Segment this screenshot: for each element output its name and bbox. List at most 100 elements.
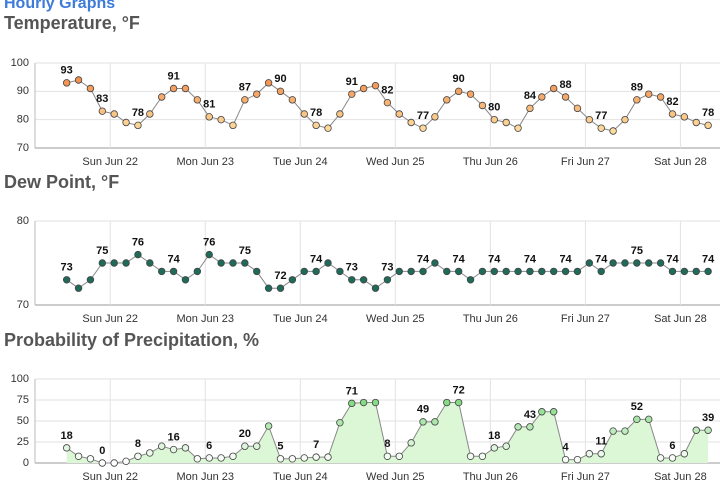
point	[217, 115, 225, 124]
point	[561, 455, 570, 464]
value-label: 11	[595, 436, 607, 448]
point	[597, 124, 605, 132]
point	[122, 259, 130, 267]
point	[454, 267, 463, 276]
point	[395, 452, 403, 460]
point	[597, 450, 605, 458]
point	[443, 96, 451, 104]
value-label: 72	[274, 270, 286, 282]
point	[573, 267, 582, 276]
x-tick-label: Thu Jun 26	[463, 471, 518, 480]
point	[668, 267, 677, 276]
point	[692, 426, 700, 434]
point	[62, 444, 71, 452]
chart-title: Dew Point, °F	[4, 172, 119, 192]
x-tick-label: Tue Jun 24	[273, 156, 328, 168]
point	[609, 127, 617, 135]
point	[656, 454, 665, 462]
point	[656, 259, 665, 267]
value-label: 4	[563, 442, 570, 454]
point	[86, 276, 95, 284]
point	[146, 449, 154, 457]
point	[371, 284, 380, 292]
point	[633, 259, 641, 267]
point	[300, 267, 308, 276]
point	[110, 110, 118, 118]
point	[597, 267, 605, 276]
point	[538, 267, 546, 276]
point	[324, 453, 332, 461]
point	[526, 104, 534, 113]
point	[217, 259, 225, 267]
y-tick-label: 25	[17, 436, 29, 448]
value-label: 71	[346, 385, 358, 397]
point	[359, 276, 368, 284]
point	[573, 455, 582, 464]
value-label: 73	[346, 262, 358, 274]
point	[621, 259, 629, 267]
point	[193, 455, 202, 463]
point	[633, 96, 641, 104]
point	[490, 444, 499, 452]
point	[253, 90, 261, 98]
point	[704, 267, 712, 276]
point	[110, 259, 118, 267]
point	[478, 101, 487, 110]
y-tick-label: 0	[23, 457, 29, 469]
x-tick-label: Sun Jun 22	[82, 156, 138, 168]
point	[633, 415, 641, 424]
value-label: 74	[488, 253, 501, 265]
point	[134, 250, 142, 259]
point	[407, 439, 415, 447]
value-label: 73	[61, 262, 73, 274]
point	[645, 415, 653, 424]
point	[359, 84, 368, 93]
point	[466, 452, 475, 460]
point	[62, 79, 71, 87]
x-tick-label: Wed Jun 25	[366, 313, 425, 325]
point	[692, 267, 700, 276]
x-tick-label: Sat Jun 28	[654, 313, 707, 325]
value-label: 87	[239, 82, 251, 94]
point	[502, 267, 510, 276]
point	[549, 408, 558, 416]
value-label: 74	[524, 253, 537, 265]
value-label: 93	[61, 65, 73, 77]
point	[264, 79, 273, 87]
point	[526, 423, 534, 431]
y-tick-label: 100	[11, 373, 29, 385]
point	[371, 81, 380, 90]
value-label: 74	[417, 253, 430, 265]
point	[431, 418, 439, 426]
point	[371, 398, 380, 407]
point	[122, 457, 130, 466]
value-label: 18	[488, 430, 500, 442]
point	[288, 276, 297, 284]
chart-title: Probability of Precipitation, %	[4, 330, 259, 350]
value-label: 91	[346, 76, 358, 88]
point	[502, 442, 510, 450]
area	[66, 402, 709, 463]
point	[241, 259, 249, 267]
value-label: 74	[702, 253, 715, 265]
point	[98, 459, 107, 467]
point	[336, 418, 344, 427]
point	[419, 124, 427, 132]
point	[74, 452, 83, 460]
point	[478, 452, 487, 460]
point	[253, 267, 261, 276]
point	[692, 118, 700, 127]
point	[704, 121, 712, 130]
point	[134, 121, 142, 130]
value-label: 18	[61, 430, 73, 442]
value-label: 80	[488, 102, 500, 114]
value-label: 74	[453, 253, 466, 265]
point	[229, 259, 237, 267]
value-label: 75	[96, 245, 108, 257]
point	[74, 284, 83, 292]
value-label: 90	[274, 73, 286, 85]
x-tick-label: Wed Jun 25	[366, 471, 425, 480]
value-label: 6	[669, 440, 675, 452]
value-label: 81	[203, 99, 215, 111]
